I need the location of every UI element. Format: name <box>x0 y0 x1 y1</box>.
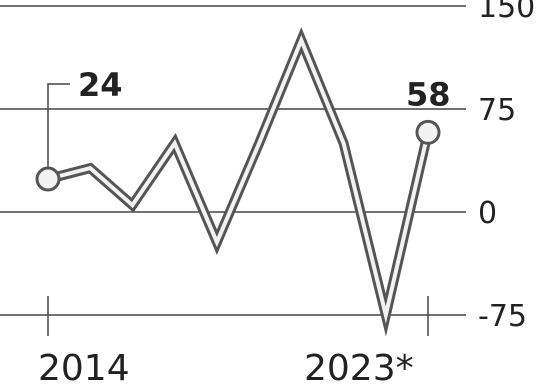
end-points <box>35 119 441 192</box>
y-tick-label: 75 <box>478 93 516 128</box>
data-label-end: 58 <box>406 75 451 113</box>
series-line-center <box>46 35 430 324</box>
x-tick-label-start: 2014 <box>38 348 130 389</box>
x-tick-label-end: 2023* <box>304 348 414 389</box>
end-point <box>415 119 441 145</box>
leader-lines <box>47 83 70 169</box>
y-tick-label: 0 <box>478 196 497 231</box>
y-tick-label: 150 <box>478 0 535 25</box>
y-tick-label: -75 <box>478 299 527 334</box>
data-label-start: 24 <box>78 66 123 104</box>
annotation-leader-start <box>47 83 70 169</box>
labels: 150 75 0 -75 2014 2023* 24 58 <box>38 0 535 389</box>
series-line <box>43 27 433 337</box>
start-point <box>35 166 61 192</box>
